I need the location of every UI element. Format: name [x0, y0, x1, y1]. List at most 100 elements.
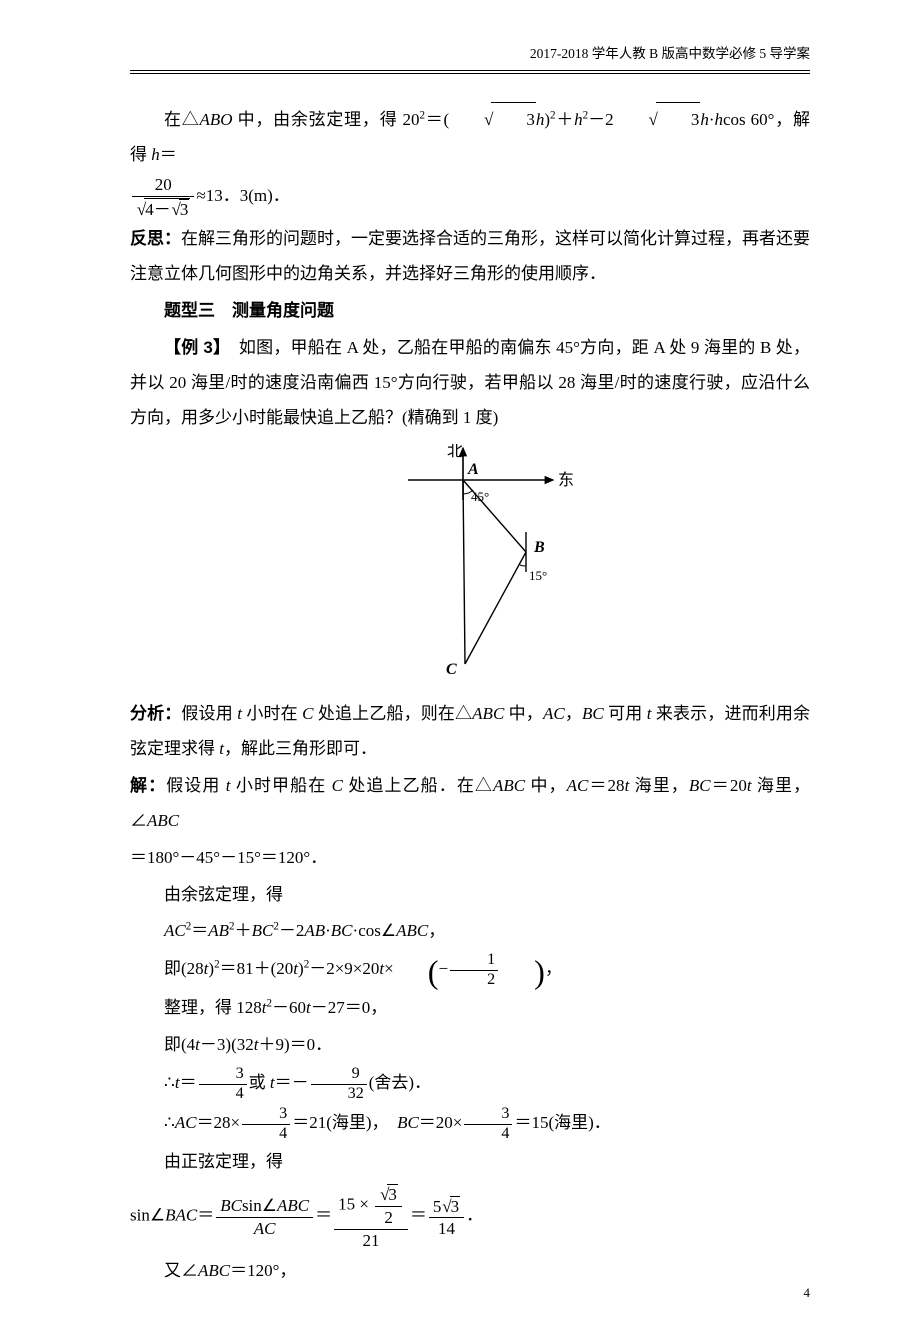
sym-h2: h [574, 110, 583, 129]
sym-h3: h [700, 110, 709, 129]
svg-text:15°: 15° [529, 568, 547, 583]
frac-5root3-14: 5314 [429, 1195, 464, 1240]
label-reflection: 反思： [130, 229, 181, 248]
svg-text:东: 东 [558, 471, 573, 489]
frac-3-4: 34 [199, 1065, 247, 1103]
t: ＝( [425, 110, 449, 129]
t: －2 [588, 110, 614, 129]
frac-15-root3-2-21: 15 × 3221 [334, 1182, 408, 1252]
t: 或 [249, 1073, 270, 1092]
sym: BAC [165, 1206, 197, 1225]
t: ＝ [197, 1206, 214, 1225]
sym-h4: h [715, 110, 724, 129]
t: ， [545, 959, 562, 978]
t: ·cos∠ [353, 921, 397, 940]
sym: ABC [147, 811, 179, 830]
heading-type3: 题型三 测量角度问题 [130, 294, 810, 329]
solution-line11: sin∠BAC＝BCsin∠ABCAC＝15 × 3221＝5314． [130, 1182, 810, 1252]
t: ∴ [164, 1073, 175, 1092]
solution-line3: 由余弦定理，得 [130, 878, 810, 913]
page-number: 4 [804, 1280, 811, 1307]
frac-9-32: 932 [311, 1065, 367, 1103]
t: ＝180°－45°－15°＝120°． [130, 848, 327, 867]
t: 中，由余弦定理，得 20 [233, 110, 420, 129]
t: 小时甲船在 [231, 776, 332, 795]
t: －3)(32 [200, 1035, 254, 1054]
t: ＝120°， [230, 1261, 296, 1280]
t: 中， [525, 776, 567, 795]
svg-text:A: A [467, 461, 479, 478]
sym: AC [164, 921, 186, 940]
t: 海里， [629, 776, 689, 795]
t: ＝ [191, 921, 208, 940]
t: (舍去)． [369, 1073, 431, 1092]
t: ＝20 [711, 776, 747, 795]
sym: AC [567, 776, 589, 795]
t: 即(4 [164, 1035, 195, 1054]
t: ， [565, 704, 582, 723]
label-solution: 解： [130, 776, 166, 795]
solution-line12: 又∠ABC＝120°， [130, 1254, 810, 1289]
t: ，解此三角形即可． [224, 739, 377, 758]
sym: C [332, 776, 343, 795]
navigation-diagram: 北东ABC45°15° [368, 444, 573, 679]
t: 在解三角形的问题时，一定要选择合适的三角形，这样可以简化计算过程，再者还要注意立… [130, 229, 810, 283]
sym: ABC [198, 1261, 230, 1280]
sym: ABC [493, 776, 525, 795]
t: －2×9×20 [309, 959, 379, 978]
sym: AB [304, 921, 325, 940]
diagram-figure: 北东ABC45°15° [130, 444, 810, 692]
t: 由正弦定理，得 [164, 1152, 283, 1171]
svg-text:北: 北 [447, 444, 463, 460]
label-analysis: 分析： [130, 704, 181, 723]
frac-20-over-root: 20 4－3 [132, 174, 194, 220]
sym-AC: AC [543, 704, 565, 723]
frac-num: 20 [132, 174, 194, 197]
t: 处追上乙船，则在△ [314, 704, 473, 723]
t: 假设用 [181, 704, 237, 723]
heading-type3-text: 题型三 测量角度问题 [164, 301, 334, 320]
t: －2 [279, 921, 305, 940]
t: －60 [272, 998, 306, 1017]
sym: AB [208, 921, 229, 940]
t: －27＝0， [311, 998, 388, 1017]
reflection: 反思：在解三角形的问题时，一定要选择合适的三角形，这样可以简化计算过程，再者还要… [130, 222, 810, 292]
t: ＝15(海里)． [514, 1113, 610, 1132]
solution-line7: 即(4t－3)(32t＋9)＝0． [130, 1028, 810, 1063]
t: ． [466, 1206, 483, 1225]
analysis: 分析：假设用 t 小时在 C 处追上乙船，则在△ABC 中，AC，BC 可用 t… [130, 697, 810, 767]
t: 小时在 [242, 704, 302, 723]
frac-den: 4－3 [132, 197, 194, 221]
sym: BC [689, 776, 711, 795]
t: 可用 [604, 704, 647, 723]
sym: BC [331, 921, 353, 940]
t: ＝21(海里)， [292, 1113, 380, 1132]
t: 又∠ [164, 1261, 198, 1280]
solution-line4: AC2＝AB2＋BC2－2AB·BC·cos∠ABC， [130, 914, 810, 949]
t: ＝81＋(20 [220, 959, 294, 978]
label-example3: 【例 3】 [164, 338, 222, 357]
frac-half: 12 [450, 951, 498, 989]
solution-line9: ∴AC＝28×34＝21(海里)， BC＝20×34＝15(海里)． [130, 1105, 810, 1143]
sym-C: C [302, 704, 313, 723]
sqrt3: 3 [449, 102, 536, 138]
page-header: 2017-2018 学年人教 B 版高中数学必修 5 导学案 [130, 40, 810, 71]
solution-line10: 由正弦定理，得 [130, 1145, 810, 1180]
svg-text:C: C [446, 661, 457, 678]
t: ＋ [235, 921, 252, 940]
solution-line1: 解：假设用 t 小时甲船在 C 处追上乙船．在△ABC 中，AC＝28t 海里，… [130, 769, 810, 839]
t: ＝28× [197, 1113, 241, 1132]
t: 假设用 [166, 776, 226, 795]
t: ∴ [164, 1113, 175, 1132]
t: ＋ [556, 110, 575, 129]
sym-ABC: ABC [472, 704, 504, 723]
t: ＝ [410, 1206, 427, 1225]
t: 由余弦定理，得 [164, 885, 283, 904]
t: 如图，甲船在 A 处，乙船在甲船的南偏东 45°方向，距 A 处 9 海里的 B… [130, 338, 810, 427]
sqrt3b: 3 [614, 102, 701, 138]
t: 中， [504, 704, 543, 723]
body-line-2: 20 4－3 ≈13．3(m)． [130, 174, 810, 220]
header-rule [130, 73, 810, 74]
solution-line8: ∴t＝34或 t＝－932(舍去)． [130, 1065, 810, 1103]
svg-text:B: B [533, 539, 545, 556]
